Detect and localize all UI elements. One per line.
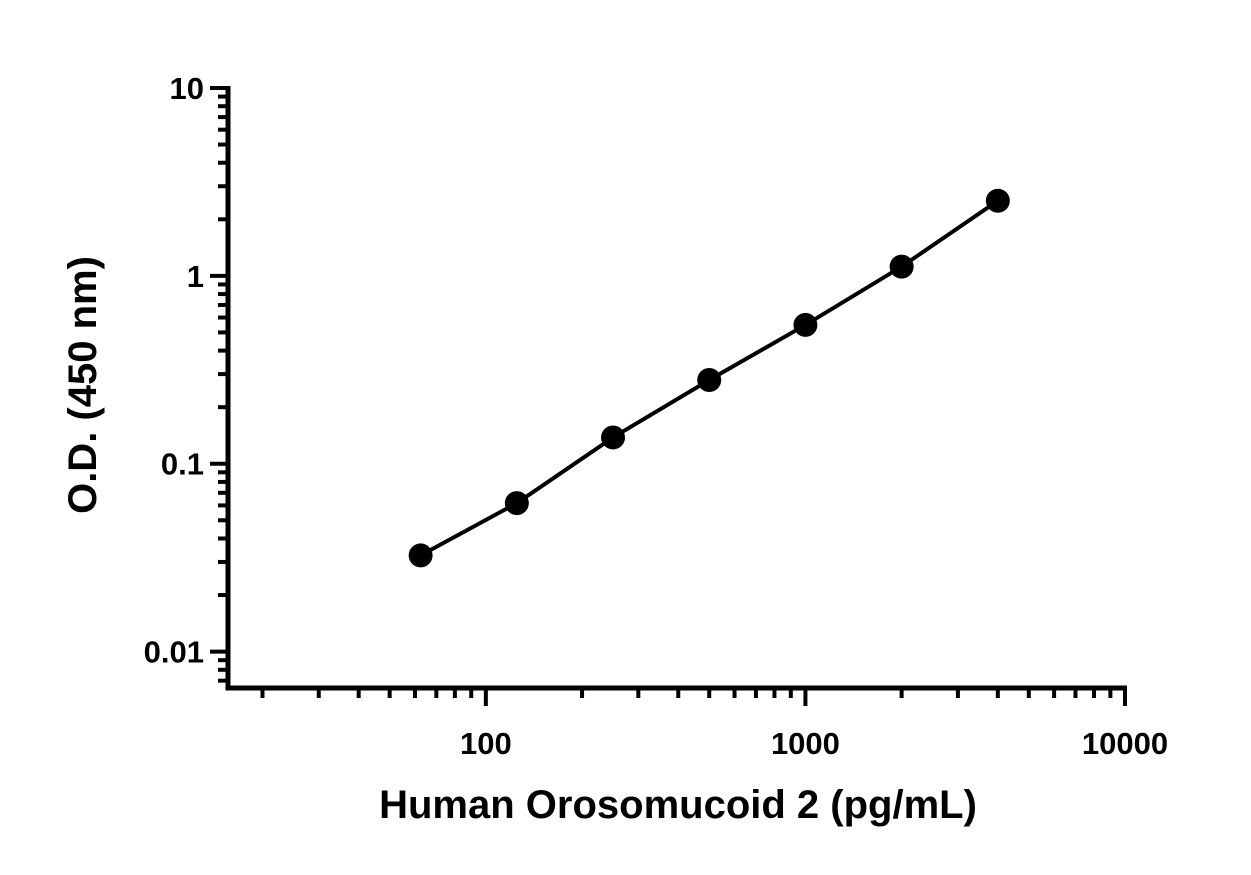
data-point <box>889 254 914 279</box>
y-tick-label: 1 <box>187 259 204 294</box>
data-point <box>504 491 529 516</box>
data-point <box>408 543 433 568</box>
y-tick-label: 0.01 <box>144 635 204 670</box>
x-tick-label: 1000 <box>771 726 840 761</box>
y-tick-label: 0.1 <box>161 447 204 482</box>
x-tick-label: 10000 <box>1082 726 1168 761</box>
data-point <box>601 425 626 450</box>
x-tick-label: 100 <box>460 726 512 761</box>
data-point <box>697 368 722 393</box>
y-axis-title: O.D. (450 nm) <box>61 256 105 514</box>
data-point <box>985 188 1010 213</box>
data-point <box>793 312 818 337</box>
x-axis-title: Human Orosomucoid 2 (pg/mL) <box>379 783 977 827</box>
y-tick-label: 10 <box>170 71 204 106</box>
